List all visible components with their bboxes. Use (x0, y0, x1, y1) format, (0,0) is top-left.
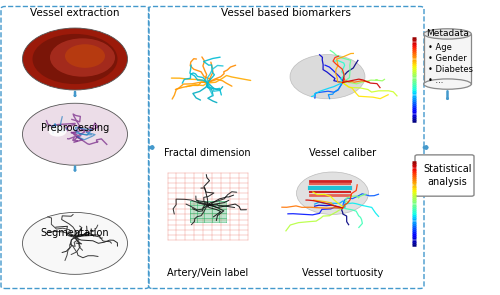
Text: • ...: • ... (428, 76, 443, 85)
Text: Vessel tortuosity: Vessel tortuosity (302, 268, 383, 278)
Ellipse shape (424, 29, 471, 39)
Circle shape (65, 44, 105, 68)
Text: Vessel caliber: Vessel caliber (309, 148, 376, 158)
Text: Metadata: Metadata (426, 30, 469, 38)
Circle shape (50, 38, 115, 77)
FancyBboxPatch shape (415, 155, 474, 196)
Text: Artery/Vein label: Artery/Vein label (167, 268, 248, 278)
Text: • Gender: • Gender (428, 54, 467, 63)
Bar (424, 34, 471, 84)
Circle shape (290, 55, 365, 99)
Text: • Diabetes: • Diabetes (428, 65, 473, 74)
Circle shape (48, 126, 66, 137)
Text: Preprocessing: Preprocessing (41, 123, 109, 133)
Circle shape (296, 172, 368, 214)
Text: Vessel based biomarkers: Vessel based biomarkers (221, 8, 351, 18)
Circle shape (32, 34, 117, 84)
Text: Vessel extraction: Vessel extraction (30, 8, 120, 18)
Text: Segmentation: Segmentation (40, 228, 110, 238)
Text: Fractal dimension: Fractal dimension (164, 148, 251, 158)
Text: • Age: • Age (428, 43, 452, 52)
Ellipse shape (424, 79, 471, 89)
Circle shape (22, 212, 128, 274)
Circle shape (22, 28, 128, 90)
Bar (190, 201, 226, 222)
Text: Statistical
analysis: Statistical analysis (423, 164, 472, 187)
Circle shape (22, 103, 128, 165)
